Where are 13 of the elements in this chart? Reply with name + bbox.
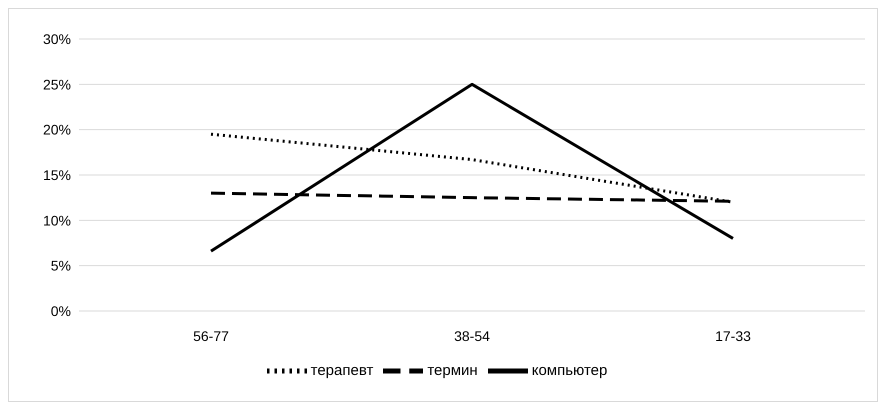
y-tick-label: 10% [42, 212, 71, 228]
legend-label: термин [427, 362, 478, 379]
y-tick-label: 15% [42, 166, 71, 183]
y-tick-label: 25% [42, 76, 71, 92]
legend-label: терапевт [310, 362, 374, 379]
y-tick-label: 5% [50, 258, 71, 274]
x-tick-label: 56-77 [193, 328, 230, 344]
y-tick-label: 30% [42, 30, 71, 47]
x-tick-label: 17-33 [715, 328, 752, 344]
legend-label: компьютер [532, 362, 608, 379]
y-tick-label: 20% [42, 122, 71, 138]
x-tick-label: 38-54 [454, 328, 490, 344]
y-tick-label: 0% [50, 302, 71, 319]
